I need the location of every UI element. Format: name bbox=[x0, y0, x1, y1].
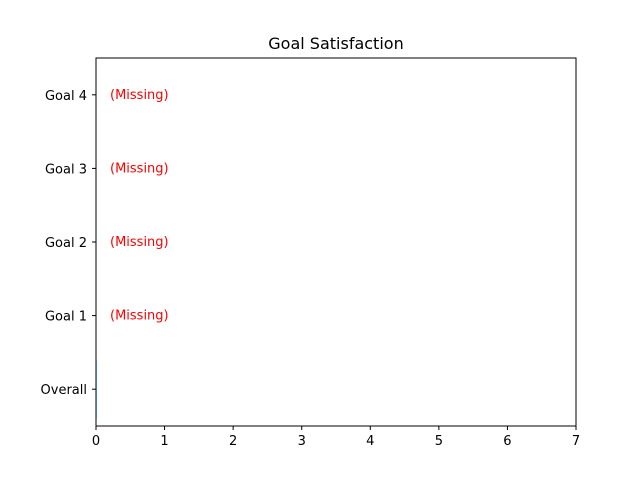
missing-annotation: (Missing) bbox=[110, 235, 169, 250]
x-tick-label: 3 bbox=[298, 434, 306, 449]
chart-title: Goal Satisfaction bbox=[268, 34, 403, 53]
y-tick-label: Goal 4 bbox=[45, 89, 87, 104]
x-axis: 0 1 2 3 4 5 6 7 bbox=[92, 426, 580, 449]
x-tick-label: 6 bbox=[503, 434, 511, 449]
y-tick-label: Goal 1 bbox=[45, 310, 87, 325]
missing-annotation: (Missing) bbox=[110, 309, 169, 324]
missing-annotation: (Missing) bbox=[110, 161, 169, 176]
y-tick-label: Goal 2 bbox=[45, 236, 87, 251]
x-tick-label: 1 bbox=[160, 434, 168, 449]
y-tick-label: Overall bbox=[41, 383, 87, 398]
bars-layer bbox=[96, 359, 97, 419]
x-tick-label: 0 bbox=[92, 434, 100, 449]
annotations-layer: (Missing) (Missing) (Missing) (Missing) bbox=[110, 88, 169, 324]
y-tick-label: Goal 3 bbox=[45, 162, 87, 177]
x-tick-label: 2 bbox=[229, 434, 237, 449]
bar-overall bbox=[96, 359, 97, 419]
y-axis: Overall Goal 1 Goal 2 Goal 3 Goal 4 bbox=[41, 89, 96, 398]
x-tick-label: 7 bbox=[572, 434, 580, 449]
missing-annotation: (Missing) bbox=[110, 88, 169, 103]
x-tick-label: 4 bbox=[366, 434, 374, 449]
x-tick-label: 5 bbox=[435, 434, 443, 449]
